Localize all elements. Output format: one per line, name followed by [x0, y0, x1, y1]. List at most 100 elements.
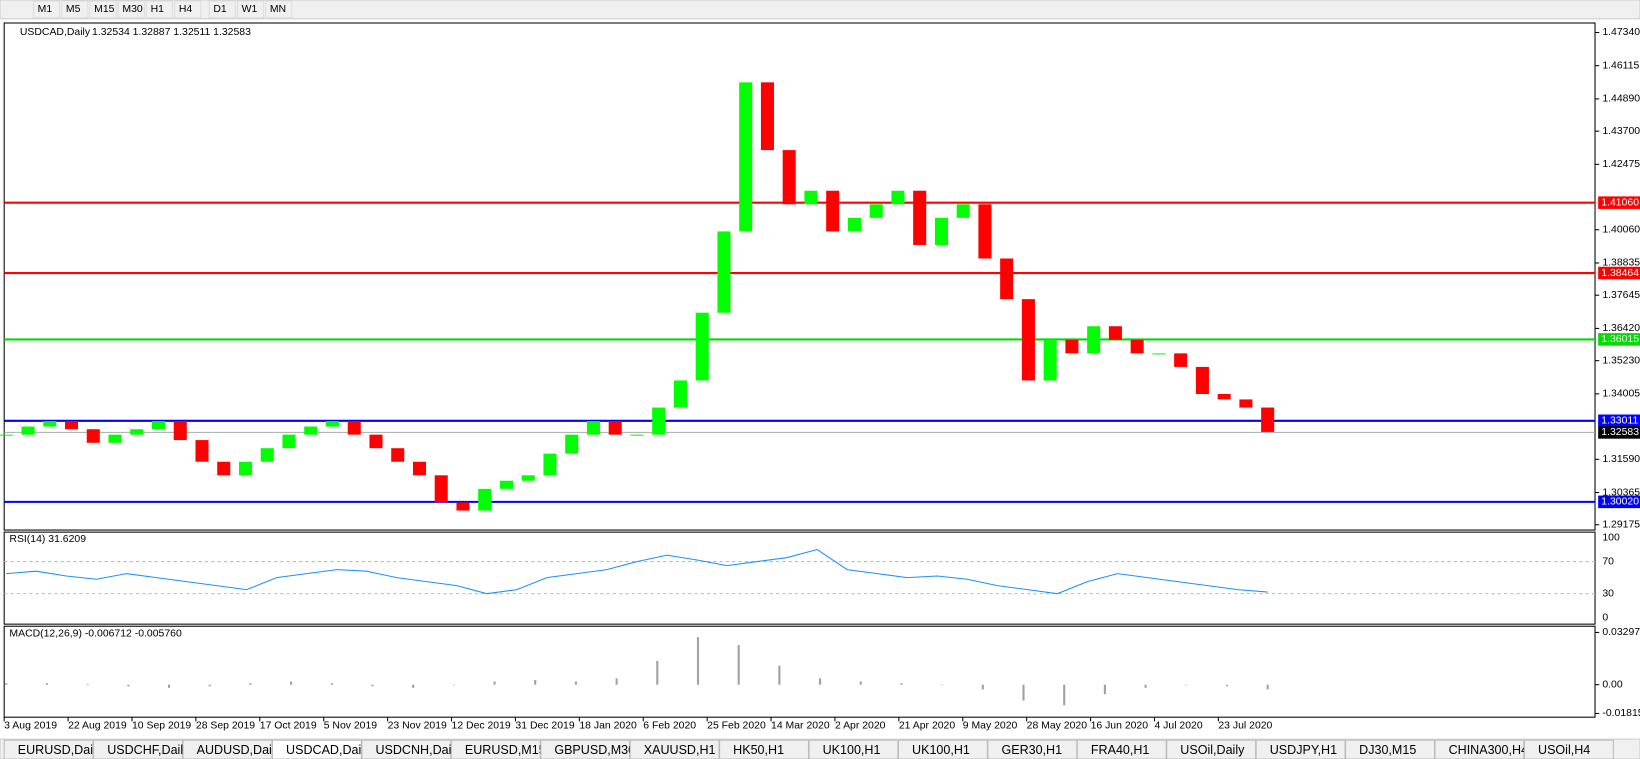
tab[interactable]	[1523, 739, 1614, 759]
main-panel	[3, 22, 1596, 531]
y-tick-label: 1.31590	[1602, 454, 1640, 465]
macd-bar	[208, 684, 211, 687]
y-tick-label: 1.44890	[1602, 94, 1640, 105]
x-tick-label: 6 Feb 2020	[643, 720, 696, 731]
tab-label[interactable]: XAUUSD,H1	[644, 743, 716, 757]
timeframe-label[interactable]: W1	[242, 4, 258, 15]
candle	[456, 502, 470, 511]
candle	[1239, 399, 1253, 408]
timeframe-button[interactable]	[265, 0, 293, 19]
tab-label[interactable]: AUDUSD,Daily	[197, 743, 282, 757]
x-tick-label: 25 Feb 2020	[707, 720, 766, 731]
candle	[934, 217, 948, 245]
y-tick-label: 1.43700	[1602, 126, 1640, 137]
macd-bar	[330, 683, 333, 685]
candle	[891, 190, 905, 205]
level-label-box	[1598, 196, 1640, 209]
tab-label[interactable]: HK50,H1	[733, 743, 784, 757]
x-tick-label: 18 Jan 2020	[579, 720, 637, 731]
timeframe-button[interactable]	[174, 0, 202, 19]
y-tick-label: 1.47340	[1602, 27, 1640, 38]
timeframe-label[interactable]: M5	[66, 4, 81, 15]
rsi-title: RSI(14) 31.6209	[9, 534, 86, 545]
macd-bar	[167, 684, 171, 688]
candle	[739, 82, 753, 232]
last-price-box	[1598, 426, 1640, 439]
timeframe-button[interactable]	[236, 0, 265, 19]
timeframe-label[interactable]: M1	[38, 4, 53, 15]
timeframe-button[interactable]	[89, 0, 117, 19]
rsi-tick-label: 70	[1602, 556, 1614, 567]
y-tick-label: 1.35230	[1602, 355, 1640, 366]
timeframe-button[interactable]	[117, 0, 145, 19]
candle	[1021, 299, 1035, 381]
candle	[782, 150, 796, 205]
macd-bar	[981, 684, 984, 690]
macd-bar	[574, 681, 577, 685]
tab-label[interactable]: GBPUSD,M30	[554, 743, 635, 757]
timeframe-label[interactable]: H1	[151, 4, 165, 15]
tab-label[interactable]: USDCAD,Daily	[286, 743, 371, 757]
tab-label[interactable]: UK100,H1	[912, 743, 970, 757]
y-tick-label: 1.40060	[1602, 225, 1640, 236]
macd-bar	[859, 681, 862, 685]
tab-label[interactable]: USOil,Daily	[1180, 743, 1245, 757]
candle	[391, 448, 405, 462]
candle	[238, 461, 253, 476]
tab-label[interactable]: FRA40,H1	[1091, 743, 1150, 757]
y-tick-label: 1.42475	[1602, 159, 1640, 170]
candle	[586, 421, 600, 435]
tab-label[interactable]: EURUSD,Daily	[18, 743, 103, 757]
candle	[847, 217, 861, 232]
tab-label[interactable]: EURUSD,M15	[465, 743, 546, 757]
macd-bar	[45, 683, 49, 685]
y-tick-label: 1.38835	[1602, 258, 1640, 269]
candle	[217, 461, 231, 476]
x-tick-label: 9 May 2020	[963, 720, 1018, 731]
tab-label[interactable]: DJ30,M15	[1359, 743, 1416, 757]
timeframe-label[interactable]: M15	[94, 4, 115, 15]
x-tick-label: 28 Sep 2019	[196, 720, 255, 731]
x-tick-label: 16 Jun 2020	[1091, 720, 1149, 731]
tab-label[interactable]: USOil,H4	[1538, 743, 1590, 757]
timeframe-label[interactable]: MN	[270, 4, 286, 15]
tab-label[interactable]: USDJPY,H1	[1270, 743, 1337, 757]
timeframe-button[interactable]	[145, 0, 174, 19]
x-tick-label: 23 Nov 2019	[388, 720, 447, 731]
level-label: 1.30020	[1601, 497, 1639, 508]
timeframe-button[interactable]	[61, 0, 89, 19]
candle	[913, 190, 927, 245]
macd-bar	[290, 681, 293, 685]
macd-tick-label: -0.018154	[1602, 708, 1640, 719]
x-tick-label: 31 Dec 2019	[515, 720, 574, 731]
candle	[412, 461, 427, 476]
rsi-panel	[3, 531, 1596, 625]
tab-label[interactable]: CHINA300,H4	[1449, 743, 1528, 757]
timeframe-label[interactable]: H4	[179, 4, 193, 15]
candle	[260, 448, 274, 462]
level-label: 1.33011	[1601, 416, 1638, 427]
level-label-box	[1598, 333, 1640, 346]
tab-label[interactable]: UK100,H1	[823, 743, 881, 757]
candle	[1087, 326, 1101, 354]
macd-bar	[1022, 684, 1025, 701]
level-label-box	[1598, 495, 1640, 509]
macd-bar	[5, 683, 8, 685]
y-tick-label: 1.30365	[1602, 487, 1640, 498]
candle	[630, 434, 644, 436]
candle	[499, 480, 514, 489]
timeframe-label[interactable]: D1	[213, 4, 227, 15]
level-label: 1.38464	[1601, 268, 1639, 279]
candle	[21, 426, 35, 435]
tab-label[interactable]: USDCHF,Daily	[107, 743, 190, 757]
x-tick-label: 17 Oct 2019	[260, 720, 317, 731]
timeframe-button[interactable]	[208, 0, 236, 19]
tab-label[interactable]: GER30,H1	[1001, 743, 1062, 757]
macd-bar	[493, 681, 496, 685]
tab-label[interactable]: USDCNH,Daily	[375, 743, 461, 757]
timeframe-label[interactable]: M30	[122, 4, 143, 15]
timeframe-button[interactable]	[32, 0, 61, 19]
candle	[43, 421, 57, 427]
x-tick-label: 21 Apr 2020	[899, 720, 956, 731]
